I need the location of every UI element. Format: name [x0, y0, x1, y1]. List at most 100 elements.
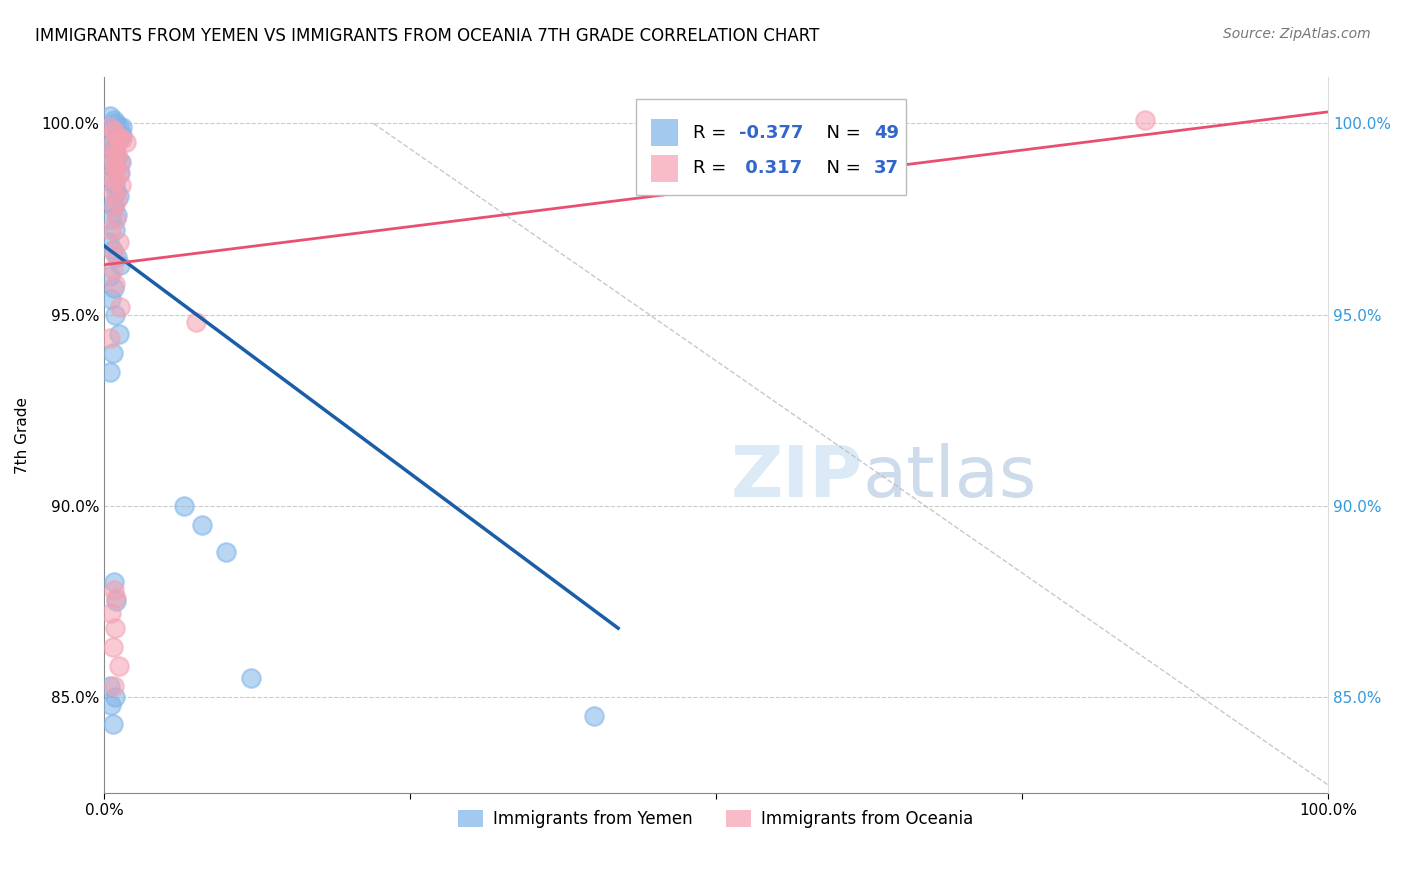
Point [103, 246, 125, 260]
Text: N =: N = [815, 124, 866, 142]
Point [103, 124, 125, 138]
Point [107, 131, 129, 145]
Point [107, 147, 129, 161]
Point [215, 544, 238, 558]
Point [115, 136, 138, 150]
Point [107, 151, 129, 165]
Point [105, 185, 128, 199]
Point [108, 300, 131, 314]
Point [107, 131, 129, 145]
Bar [651, 155, 678, 182]
Point [107, 189, 129, 203]
Point [103, 162, 125, 177]
Point [100, 223, 122, 237]
Point [104, 143, 127, 157]
Point [107, 166, 129, 180]
Point [101, 346, 124, 360]
Point [107, 659, 129, 673]
Text: 37: 37 [875, 160, 898, 178]
Point [101, 243, 124, 257]
Text: IMMIGRANTS FROM YEMEN VS IMMIGRANTS FROM OCEANIA 7TH GRADE CORRELATION CHART: IMMIGRANTS FROM YEMEN VS IMMIGRANTS FROM… [35, 27, 820, 45]
Point [103, 201, 125, 215]
Point [108, 154, 131, 169]
Point [103, 679, 125, 693]
Point [104, 277, 127, 291]
Point [101, 143, 124, 157]
Point [105, 128, 128, 142]
Point [103, 124, 125, 138]
Point [107, 208, 129, 222]
Point [111, 131, 134, 145]
Point [191, 517, 214, 532]
Point [108, 166, 131, 180]
Point [111, 120, 134, 135]
Point [105, 128, 128, 142]
Point [97, 235, 120, 249]
Point [108, 258, 131, 272]
Y-axis label: 7th Grade: 7th Grade [15, 397, 30, 474]
Point [100, 139, 122, 153]
Point [98, 120, 121, 135]
Point [105, 594, 128, 608]
Text: ZIP: ZIP [731, 443, 863, 513]
Point [107, 193, 129, 207]
Point [100, 293, 122, 307]
Point [107, 250, 129, 264]
Point [101, 716, 124, 731]
Point [105, 211, 128, 226]
Point [103, 201, 125, 215]
Point [97, 139, 120, 153]
Point [104, 223, 127, 237]
Point [582, 709, 605, 723]
Point [107, 326, 129, 341]
Point [100, 136, 122, 150]
Point [105, 162, 128, 177]
Point [105, 116, 128, 130]
Point [239, 671, 262, 685]
Point [173, 499, 195, 513]
Point [103, 582, 125, 597]
Point [101, 261, 124, 276]
Text: 0.317: 0.317 [740, 160, 803, 178]
Point [104, 147, 127, 161]
Point [101, 151, 124, 165]
Text: -0.377: -0.377 [740, 124, 804, 142]
Text: 49: 49 [875, 124, 898, 142]
Point [98, 174, 121, 188]
Bar [637, 99, 905, 195]
Point [100, 211, 122, 226]
Point [104, 178, 127, 192]
Point [103, 112, 125, 127]
Point [107, 235, 129, 249]
Point [1133, 112, 1156, 127]
Point [184, 315, 207, 329]
Point [101, 640, 124, 655]
Point [98, 365, 121, 379]
Point [98, 269, 121, 284]
Text: N =: N = [815, 160, 866, 178]
Text: Source: ZipAtlas.com: Source: ZipAtlas.com [1223, 27, 1371, 41]
Text: R =: R = [693, 124, 731, 142]
Point [98, 330, 121, 344]
Point [110, 178, 132, 192]
Point [111, 128, 134, 142]
Legend: Immigrants from Yemen, Immigrants from Oceania: Immigrants from Yemen, Immigrants from O… [451, 803, 980, 834]
Bar [651, 120, 678, 146]
Point [104, 690, 127, 704]
Point [107, 120, 129, 135]
Point [100, 169, 122, 184]
Point [98, 679, 121, 693]
Point [101, 196, 124, 211]
Point [110, 154, 132, 169]
Point [104, 308, 127, 322]
Text: R =: R = [693, 160, 731, 178]
Point [103, 575, 125, 590]
Point [98, 109, 121, 123]
Point [100, 698, 122, 712]
Point [105, 591, 128, 605]
Point [104, 621, 127, 635]
Point [104, 174, 127, 188]
Point [100, 606, 122, 620]
Point [103, 281, 125, 295]
Point [100, 158, 122, 172]
